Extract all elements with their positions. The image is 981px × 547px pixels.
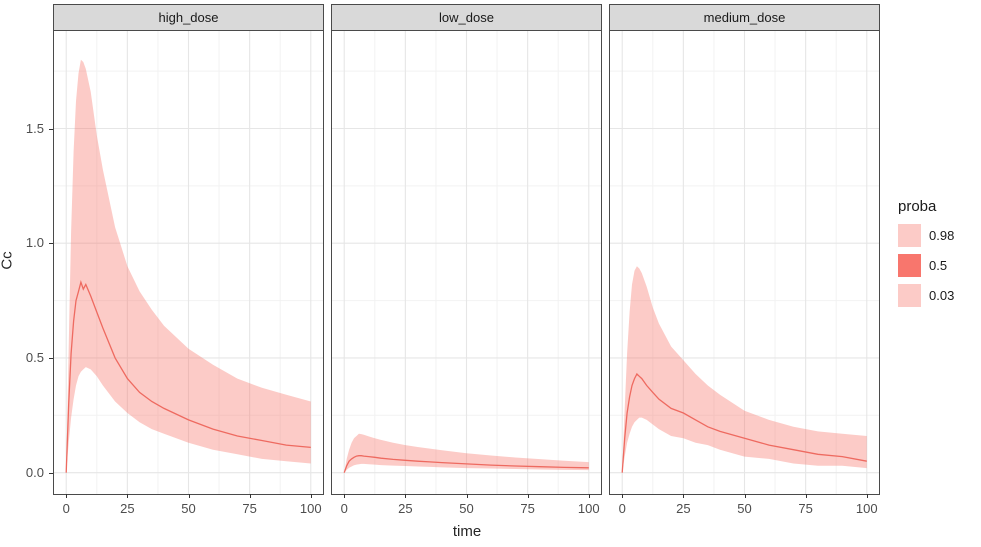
panel-plot-area: [609, 31, 880, 495]
x-tick-mark: [66, 494, 68, 498]
x-tick-label: 25: [398, 501, 413, 516]
facet-strip-label: high_dose: [158, 10, 219, 25]
x-tick-mark: [588, 494, 590, 498]
y-tick-mark: [49, 128, 53, 130]
median-line: [343, 455, 589, 473]
x-tick-label: 100: [855, 501, 878, 516]
facet-high-dose: high_dose 0 25 50 75 100: [53, 4, 324, 544]
x-tick-label: 25: [120, 501, 135, 516]
median-line: [621, 372, 867, 473]
x-tick-mark: [310, 494, 312, 498]
panel-plot-area: [331, 31, 602, 495]
x-tick-mark: [866, 494, 868, 498]
x-tick-mark: [127, 494, 129, 498]
legend-entry: 0.5: [898, 254, 981, 277]
x-tick-mark: [622, 494, 624, 498]
x-tick-mark: [249, 494, 251, 498]
prediction-interval-ribbon: [344, 433, 589, 473]
x-tick-label: 50: [459, 501, 474, 516]
facet-strip: high_dose: [53, 4, 324, 31]
x-tick-label: 75: [798, 501, 813, 516]
x-tick-label: 0: [340, 501, 348, 516]
x-tick-mark: [466, 494, 468, 498]
facet-medium-dose: medium_dose 0 25 50 75 100: [609, 4, 880, 544]
legend-title: proba: [898, 198, 937, 215]
x-tick-mark: [344, 494, 346, 498]
x-tick-mark: [683, 494, 685, 498]
prediction-interval-ribbon: [622, 266, 867, 473]
y-tick-label: 0.0: [25, 464, 44, 480]
x-tick-label: 50: [181, 501, 196, 516]
y-tick-label: 0.5: [25, 349, 44, 365]
facet-strip-label: low_dose: [439, 10, 494, 25]
legend-entry: 0.98: [898, 224, 981, 247]
facet-strip: medium_dose: [609, 4, 880, 31]
y-tick-label: 1.5: [25, 120, 44, 136]
legend-entry-label: 0.98: [929, 228, 955, 243]
x-tick-label: 100: [577, 501, 600, 516]
legend-entry: 0.03: [898, 284, 981, 307]
x-axis-title: time: [452, 523, 482, 540]
x-tick-label: 75: [242, 501, 257, 516]
y-tick-mark: [49, 357, 53, 359]
x-tick-mark: [405, 494, 407, 498]
x-tick-label: 100: [299, 501, 322, 516]
x-tick-label: 50: [737, 501, 752, 516]
x-tick-mark: [527, 494, 529, 498]
x-tick-label: 25: [676, 501, 691, 516]
prediction-interval-ribbon: [66, 59, 311, 473]
facet-strip-label: medium_dose: [703, 10, 786, 25]
x-tick-mark: [744, 494, 746, 498]
x-tick-mark: [188, 494, 190, 498]
facet-strip: low_dose: [331, 4, 602, 31]
x-tick-mark: [805, 494, 807, 498]
y-tick-mark: [49, 472, 53, 474]
y-tick-label: 1.0: [25, 235, 44, 251]
legend-key-swatch: [898, 284, 921, 307]
legend-key-swatch: [898, 224, 921, 247]
x-tick-label: 0: [618, 501, 626, 516]
panel-plot-area: [53, 31, 324, 495]
legend-entry-label: 0.03: [929, 288, 955, 303]
x-tick-label: 0: [62, 501, 70, 516]
median-line: [65, 279, 311, 473]
x-tick-label: 75: [520, 501, 535, 516]
legend-entry-label: 0.5: [929, 258, 948, 273]
legend-key-swatch: [898, 254, 921, 277]
legend: proba 0.98 0.5 0.03: [898, 198, 981, 314]
y-tick-mark: [49, 243, 53, 245]
facet-low-dose: low_dose 0 25 50 75 100: [331, 4, 602, 544]
y-axis: 0.0 0.5 1.0 1.5: [0, 4, 53, 544]
